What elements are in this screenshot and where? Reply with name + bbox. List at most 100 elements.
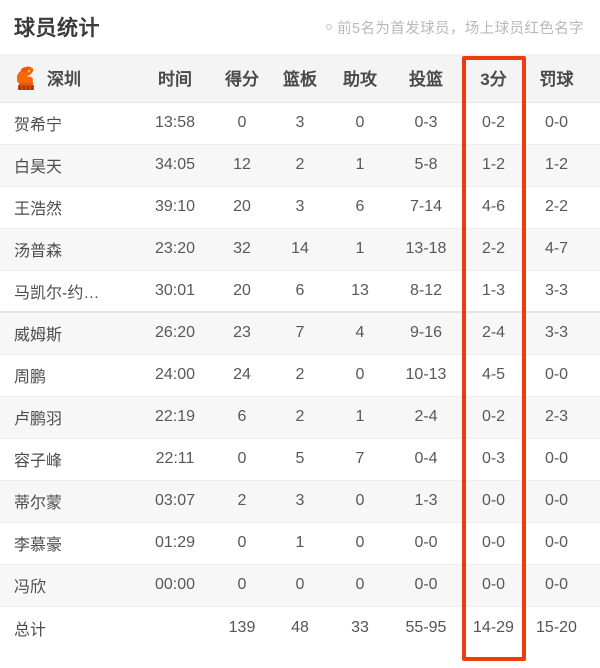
page-title: 球员统计 [14, 17, 100, 40]
column-header-minutes[interactable]: 时间 [136, 54, 214, 103]
player-steals [588, 102, 600, 145]
table-row[interactable]: 蒂尔蒙 03:07 2 3 0 1-3 0-0 0-0 [0, 480, 600, 523]
player-minutes: 03:07 [136, 480, 214, 523]
player-rebounds: 2 [270, 354, 330, 397]
player-minutes: 22:19 [136, 396, 214, 439]
team-name-label: 深圳 [47, 70, 81, 90]
player-three-pointers: 2-2 [462, 228, 525, 271]
player-field-goals: 0-0 [390, 564, 462, 607]
player-steals [588, 270, 600, 313]
player-name: 白昊天 [0, 144, 136, 187]
total-free-throws: 15-20 [525, 606, 588, 650]
player-three-pointers: 0-0 [462, 522, 525, 565]
player-minutes: 00:00 [136, 564, 214, 607]
table-row[interactable]: 威姆斯 26:20 23 7 4 9-16 2-4 3-3 [0, 312, 600, 355]
player-minutes: 30:01 [136, 270, 214, 313]
player-assists: 1 [330, 228, 390, 271]
player-steals [588, 144, 600, 187]
player-field-goals: 0-3 [390, 102, 462, 145]
player-points: 6 [214, 396, 270, 439]
player-three-pointers: 1-2 [462, 144, 525, 187]
player-free-throws: 2-3 [525, 396, 588, 439]
player-minutes: 26:20 [136, 312, 214, 355]
total-minutes [136, 606, 214, 650]
player-field-goals: 10-13 [390, 354, 462, 397]
panel-header: 球员统计 前5名为首发球员，场上球员红色名字 [0, 0, 600, 54]
table-row[interactable]: 卢鹏羽 22:19 6 2 1 2-4 0-2 2-3 [0, 396, 600, 439]
player-three-pointers: 0-2 [462, 396, 525, 439]
player-steals [588, 564, 600, 607]
total-three-pointers: 14-29 [462, 606, 525, 650]
player-free-throws: 2-2 [525, 186, 588, 229]
player-assists: 0 [330, 102, 390, 145]
table-row[interactable]: 马凯尔-约… 30:01 20 6 13 8-12 1-3 3-3 [0, 270, 600, 313]
player-name: 威姆斯 [0, 312, 136, 355]
player-free-throws: 0-0 [525, 354, 588, 397]
player-minutes: 22:11 [136, 438, 214, 481]
player-name: 汤普森 [0, 228, 136, 271]
player-points: 0 [214, 522, 270, 565]
table-row[interactable]: 白昊天 34:05 12 2 1 5-8 1-2 1-2 [0, 144, 600, 187]
player-rebounds: 3 [270, 102, 330, 145]
subtitle-text: 前5名为首发球员，场上球员红色名字 [337, 20, 584, 37]
player-minutes: 39:10 [136, 186, 214, 229]
player-free-throws: 0-0 [525, 438, 588, 481]
player-three-pointers: 0-0 [462, 564, 525, 607]
player-steals [588, 480, 600, 523]
player-points: 12 [214, 144, 270, 187]
player-points: 20 [214, 186, 270, 229]
player-minutes: 34:05 [136, 144, 214, 187]
player-field-goals: 0-0 [390, 522, 462, 565]
total-steals [588, 606, 600, 650]
column-header-assists[interactable]: 助攻 [330, 54, 390, 103]
column-header-team[interactable]: 深圳 [0, 54, 136, 103]
player-field-goals: 8-12 [390, 270, 462, 313]
player-free-throws: 3-3 [525, 270, 588, 313]
player-free-throws: 4-7 [525, 228, 588, 271]
player-name: 王浩然 [0, 186, 136, 229]
player-field-goals: 5-8 [390, 144, 462, 187]
player-three-pointers: 2-4 [462, 312, 525, 355]
player-three-pointers: 4-5 [462, 354, 525, 397]
table-row[interactable]: 周鹏 24:00 24 2 0 10-13 4-5 0-0 [0, 354, 600, 397]
table-row[interactable]: 容子峰 22:11 0 5 7 0-4 0-3 0-0 [0, 438, 600, 481]
table-row[interactable]: 贺希宁 13:58 0 3 0 0-3 0-2 0-0 [0, 102, 600, 145]
player-assists: 0 [330, 564, 390, 607]
table-row[interactable]: 汤普森 23:20 32 14 1 13-18 2-2 4-7 [0, 228, 600, 271]
column-header-steals[interactable]: 抢 [588, 54, 600, 103]
player-name: 卢鹏羽 [0, 396, 136, 439]
table-row[interactable]: 冯欣 00:00 0 0 0 0-0 0-0 0-0 [0, 564, 600, 607]
player-points: 0 [214, 102, 270, 145]
player-steals [588, 312, 600, 355]
column-header-rebounds[interactable]: 篮板 [270, 54, 330, 103]
player-three-pointers: 0-3 [462, 438, 525, 481]
player-free-throws: 0-0 [525, 522, 588, 565]
column-header-points[interactable]: 得分 [214, 54, 270, 103]
player-steals [588, 522, 600, 565]
player-assists: 13 [330, 270, 390, 313]
player-three-pointers: 0-2 [462, 102, 525, 145]
player-points: 32 [214, 228, 270, 271]
column-header-free-throws[interactable]: 罚球 [525, 54, 588, 103]
player-points: 2 [214, 480, 270, 523]
player-rebounds: 7 [270, 312, 330, 355]
total-assists: 33 [330, 606, 390, 650]
total-rebounds: 48 [270, 606, 330, 650]
table-row[interactable]: 李慕豪 01:29 0 1 0 0-0 0-0 0-0 [0, 522, 600, 565]
total-name: 总计 [0, 606, 136, 650]
player-rebounds: 1 [270, 522, 330, 565]
player-free-throws: 0-0 [525, 102, 588, 145]
player-free-throws: 1-2 [525, 144, 588, 187]
player-rebounds: 3 [270, 480, 330, 523]
player-name: 蒂尔蒙 [0, 480, 136, 523]
player-name: 容子峰 [0, 438, 136, 481]
table-row[interactable]: 王浩然 39:10 20 3 6 7-14 4-6 2-2 [0, 186, 600, 229]
column-header-three-pointers[interactable]: 3分 [462, 54, 525, 103]
player-points: 23 [214, 312, 270, 355]
player-stats-table: 深圳 时间 得分 篮板 助攻 投篮 3分 罚球 抢 贺希宁13:580300-3… [0, 54, 600, 650]
player-rebounds: 6 [270, 270, 330, 313]
player-assists: 1 [330, 144, 390, 187]
total-points: 139 [214, 606, 270, 650]
column-header-field-goals[interactable]: 投篮 [390, 54, 462, 103]
